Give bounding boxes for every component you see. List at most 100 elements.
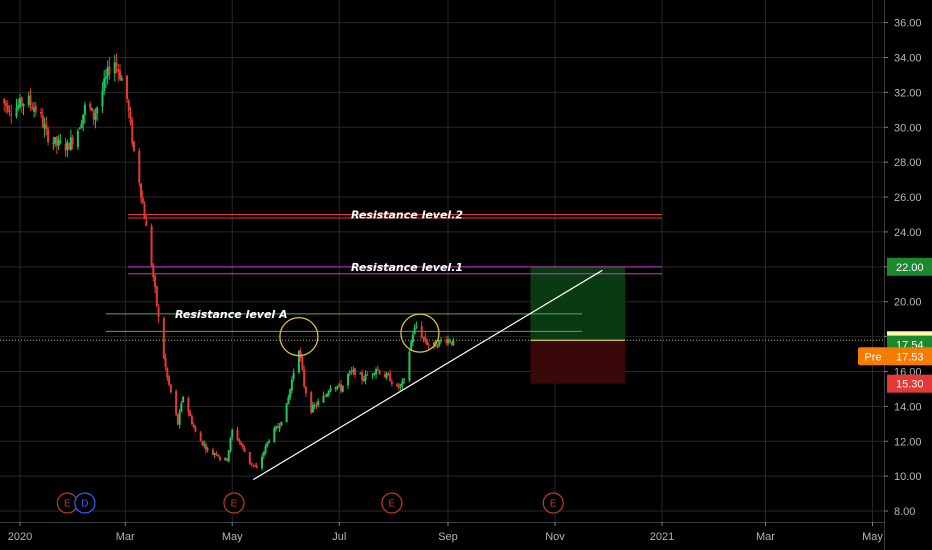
candle-body (359, 373, 362, 375)
candle-body (3, 98, 6, 104)
x-axis[interactable]: 2020 Mar May Jul Sep Nov 2021 Mar May (0, 522, 884, 543)
y-axis[interactable]: 36.00 34.00 32.00 30.00 28.00 26.00 24.00 22.00… (884, 0, 922, 550)
candle-body (238, 439, 241, 442)
candle-body (264, 445, 267, 453)
candle-body (415, 326, 418, 328)
candle-body (250, 462, 253, 465)
candle-body (334, 386, 337, 390)
earnings-marker-label: E (64, 499, 71, 510)
resistance-label: Resistance level.2 (351, 208, 463, 221)
highlight-circle (400, 313, 440, 353)
candle-body (120, 78, 123, 81)
candle-body (287, 397, 290, 405)
y-tick-label: 34.00 (894, 52, 922, 64)
candle-body (168, 376, 171, 385)
candle-body (255, 465, 258, 468)
candle-body (373, 373, 376, 375)
profit-zone (530, 266, 626, 341)
candle-body (297, 350, 300, 373)
x-tick-label: Nov (545, 531, 565, 543)
candle-body (224, 457, 227, 460)
y-tick-label: 12.00 (894, 436, 922, 448)
candle-body (347, 373, 350, 386)
candle-body (299, 350, 302, 358)
y-tick-label: 14.00 (894, 401, 922, 413)
earnings-marker-label: E (550, 499, 557, 510)
candle-body (4, 102, 7, 106)
price-tag-bg (887, 374, 932, 393)
candle-body (336, 386, 339, 388)
candle-body (248, 452, 251, 464)
earnings-marker-label: E (389, 499, 396, 510)
candle-body (8, 110, 11, 112)
candle-body (54, 137, 57, 144)
candle-body (94, 113, 97, 120)
y-tick-label: 10.00 (894, 471, 922, 483)
candles (3, 53, 455, 471)
candle-body (225, 458, 228, 461)
candle-body (66, 141, 69, 150)
candle-body (241, 444, 244, 448)
candle-body (199, 432, 202, 442)
earnings-marker-label: E (231, 499, 238, 510)
candle-body (31, 106, 34, 110)
candle-body (448, 339, 451, 343)
candle-body (420, 325, 423, 338)
candle-body (140, 183, 143, 198)
candle-body (432, 342, 435, 345)
candle-body (82, 114, 85, 125)
candle-body (131, 120, 134, 144)
candle-body (150, 225, 153, 266)
candle-body (413, 327, 416, 334)
candle-body (33, 108, 36, 112)
candle-body (43, 125, 46, 129)
candle-body (410, 341, 413, 351)
candle-body (155, 286, 158, 306)
candle-body (327, 391, 330, 395)
candle-body (401, 380, 404, 385)
y-tick-label: 28.00 (894, 157, 922, 169)
candle-body (215, 453, 218, 455)
x-tick-label: Jul (332, 531, 346, 543)
candle-body (361, 372, 364, 380)
candle-body (22, 104, 25, 107)
candle-body (289, 389, 292, 398)
candle-body (315, 404, 318, 406)
candle-body (80, 124, 83, 128)
candle-body (178, 412, 181, 425)
candle-body (252, 464, 255, 466)
candle-body (194, 426, 197, 432)
candle-body (352, 369, 355, 372)
candle-body (190, 416, 193, 425)
candle-body (47, 129, 50, 143)
candle-body (83, 104, 86, 115)
candle-body (322, 395, 325, 403)
drawings (0, 269, 884, 481)
candle-body (385, 373, 388, 379)
candle-body (117, 68, 120, 72)
x-tick-label: 2020 (8, 531, 32, 543)
y-tick-label: 20.00 (894, 297, 922, 309)
candle-body (366, 374, 369, 376)
candle-body (180, 402, 183, 413)
candle-body (166, 367, 169, 378)
candle-body (292, 372, 295, 379)
candle-body (364, 374, 367, 381)
candle-body (427, 344, 430, 346)
candle-body (375, 369, 378, 375)
candle-body (276, 426, 279, 428)
candle-body (55, 136, 58, 146)
candle-body (445, 340, 448, 343)
candle-body (303, 369, 306, 387)
candle-body (403, 379, 406, 381)
candle-body (152, 264, 155, 278)
candle-body (436, 346, 439, 348)
candle-body (273, 428, 276, 442)
x-tick-label: May (222, 531, 243, 543)
earnings-marker (381, 492, 403, 514)
candle-body (354, 368, 357, 375)
candle-body (236, 429, 239, 440)
candle-body (452, 340, 455, 346)
